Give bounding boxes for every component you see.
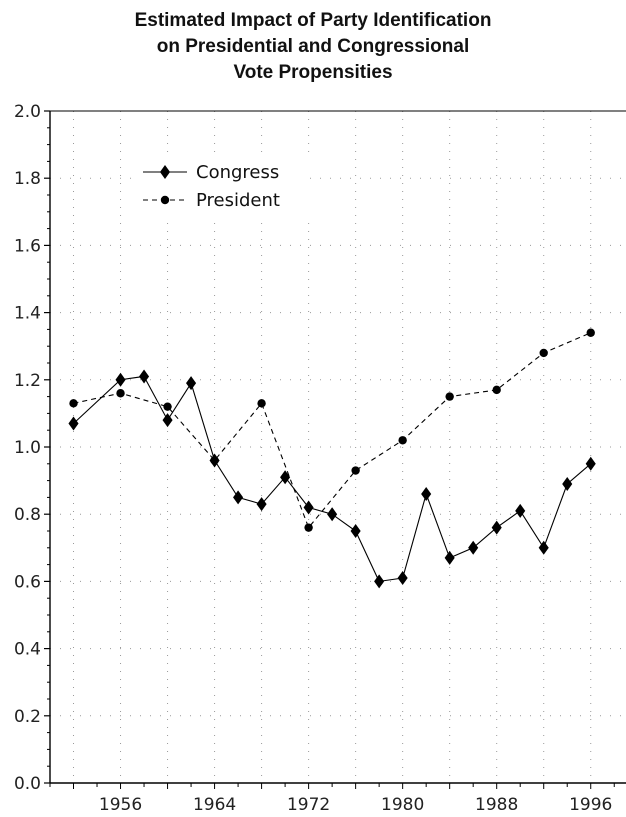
y-tick-label: 1.2 [14, 371, 41, 391]
congress-point [538, 540, 549, 555]
y-tick-label: 1.6 [14, 236, 41, 256]
legend-president-label: President [196, 190, 280, 211]
y-tick-label: 0.2 [14, 707, 41, 727]
y-tick-label: 2.0 [14, 102, 41, 122]
congress-point [68, 416, 79, 431]
x-tick-label: 1996 [569, 795, 612, 815]
y-tick-label: 0.8 [14, 505, 41, 525]
y-tick-label: 1.0 [14, 438, 41, 458]
congress-point [397, 571, 408, 586]
series [68, 328, 596, 589]
congress-point [303, 500, 314, 515]
congress-point [256, 497, 267, 512]
president-point [586, 328, 595, 337]
president-point [351, 466, 360, 475]
y-tick-label: 0.4 [14, 640, 41, 660]
president-point [492, 385, 501, 395]
grid [50, 110, 626, 783]
congress-point [115, 372, 126, 387]
congress-point [515, 503, 526, 518]
legend: Congress President [140, 155, 310, 217]
legend-congress-marker [159, 165, 171, 179]
chart-title-line-3: Vote Propensities [233, 62, 393, 83]
y-tick-label: 1.4 [14, 304, 41, 324]
x-tick-label: 1964 [193, 795, 236, 815]
president-point [398, 436, 407, 445]
x-tick-label: 1980 [381, 795, 424, 815]
x-tick-label: 1956 [99, 795, 142, 815]
president-point [163, 402, 172, 411]
chart-title-line-2: on Presidential and Congressional [156, 36, 470, 57]
congress-point [421, 487, 432, 502]
president-point [445, 392, 454, 401]
chart-title: Estimated Impact of Party Identification… [0, 8, 626, 86]
president-point [304, 523, 313, 532]
axes: 0.0 0.2 0.4 0.6 0.8 1.0 1.2 1.4 1.6 1.8 2.0 1956 196… [14, 102, 626, 815]
y-tick-label: 0.0 [14, 774, 41, 794]
congress-point [444, 550, 455, 565]
congress-point [162, 413, 173, 428]
congress-series-line [73, 375, 592, 583]
president-point [539, 348, 548, 358]
legend-box [140, 155, 310, 217]
president-point [116, 389, 125, 398]
x-tick-label: 1988 [475, 795, 518, 815]
congress-point [280, 470, 291, 485]
congress-point [491, 520, 502, 535]
y-tick-label: 1.8 [14, 169, 41, 189]
legend-congress-label: Congress [196, 162, 279, 183]
congress-point [585, 456, 596, 471]
chart-title-line-1: Estimated Impact of Party Identification [134, 10, 492, 31]
president-point [210, 456, 219, 465]
congress-point [186, 376, 197, 391]
congress-point [350, 524, 361, 538]
congress-point [562, 476, 573, 491]
president-point [257, 399, 266, 408]
president-point [69, 399, 78, 408]
congress-point [468, 540, 479, 555]
legend-president-marker [160, 195, 170, 205]
congress-point [139, 369, 150, 384]
y-tick-label: 0.6 [14, 572, 41, 592]
congress-point [327, 507, 338, 522]
x-tick-label: 1972 [287, 795, 330, 815]
congress-point [374, 574, 385, 589]
congress-point [233, 490, 244, 505]
president-series-line [73, 332, 591, 529]
